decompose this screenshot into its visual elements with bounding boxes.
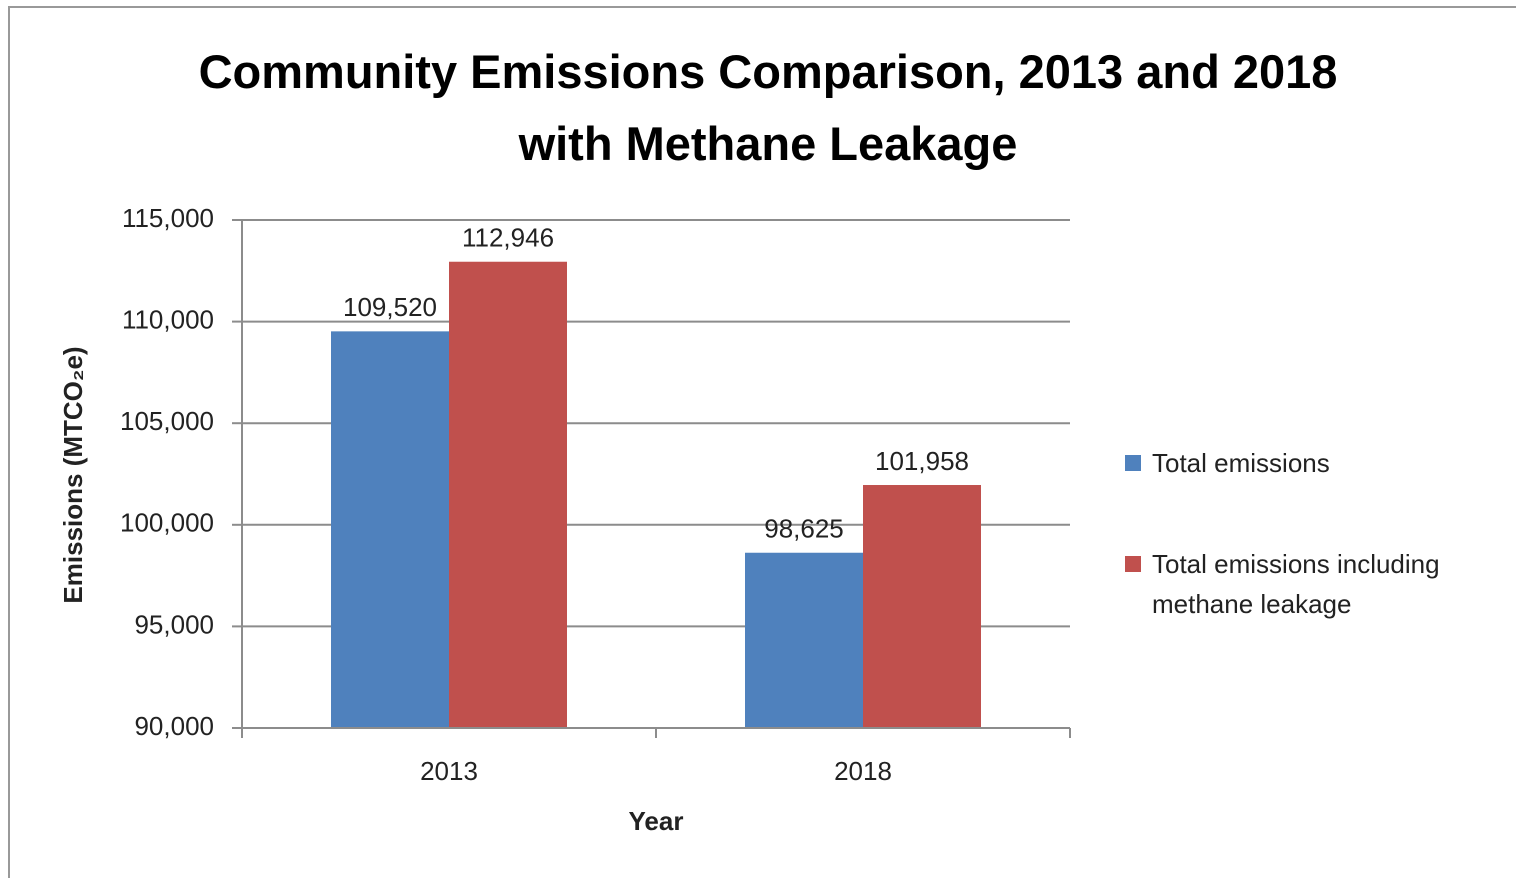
value-label: 101,958 — [875, 446, 969, 476]
value-label: 98,625 — [764, 514, 844, 544]
y-tick-label: 90,000 — [134, 711, 214, 741]
bar — [745, 552, 863, 728]
y-axis-title: Emissions (MTCO₂e) — [58, 346, 88, 603]
bar — [331, 331, 449, 728]
x-axis-title: Year — [629, 806, 684, 836]
legend-swatch — [1125, 455, 1141, 471]
x-tick-label: 2013 — [420, 756, 478, 786]
chart-title: Community Emissions Comparison, 2013 and… — [198, 45, 1338, 170]
legend-label: Total emissions — [1152, 448, 1330, 478]
y-tick-label: 100,000 — [120, 508, 214, 538]
y-tick-label: 105,000 — [120, 406, 214, 436]
bar — [863, 485, 981, 728]
bar — [449, 261, 567, 728]
x-tick-label: 2018 — [834, 756, 892, 786]
y-tick-label: 95,000 — [134, 609, 214, 639]
value-label: 112,946 — [462, 223, 554, 253]
y-tick-label: 110,000 — [122, 304, 214, 334]
y-tick-label: 115,000 — [122, 203, 214, 233]
value-label: 109,520 — [343, 292, 437, 322]
legend-label: Total emissions including methane leakag… — [1152, 549, 1440, 619]
chart-border — [8, 6, 1516, 878]
legend-swatch — [1125, 556, 1141, 572]
